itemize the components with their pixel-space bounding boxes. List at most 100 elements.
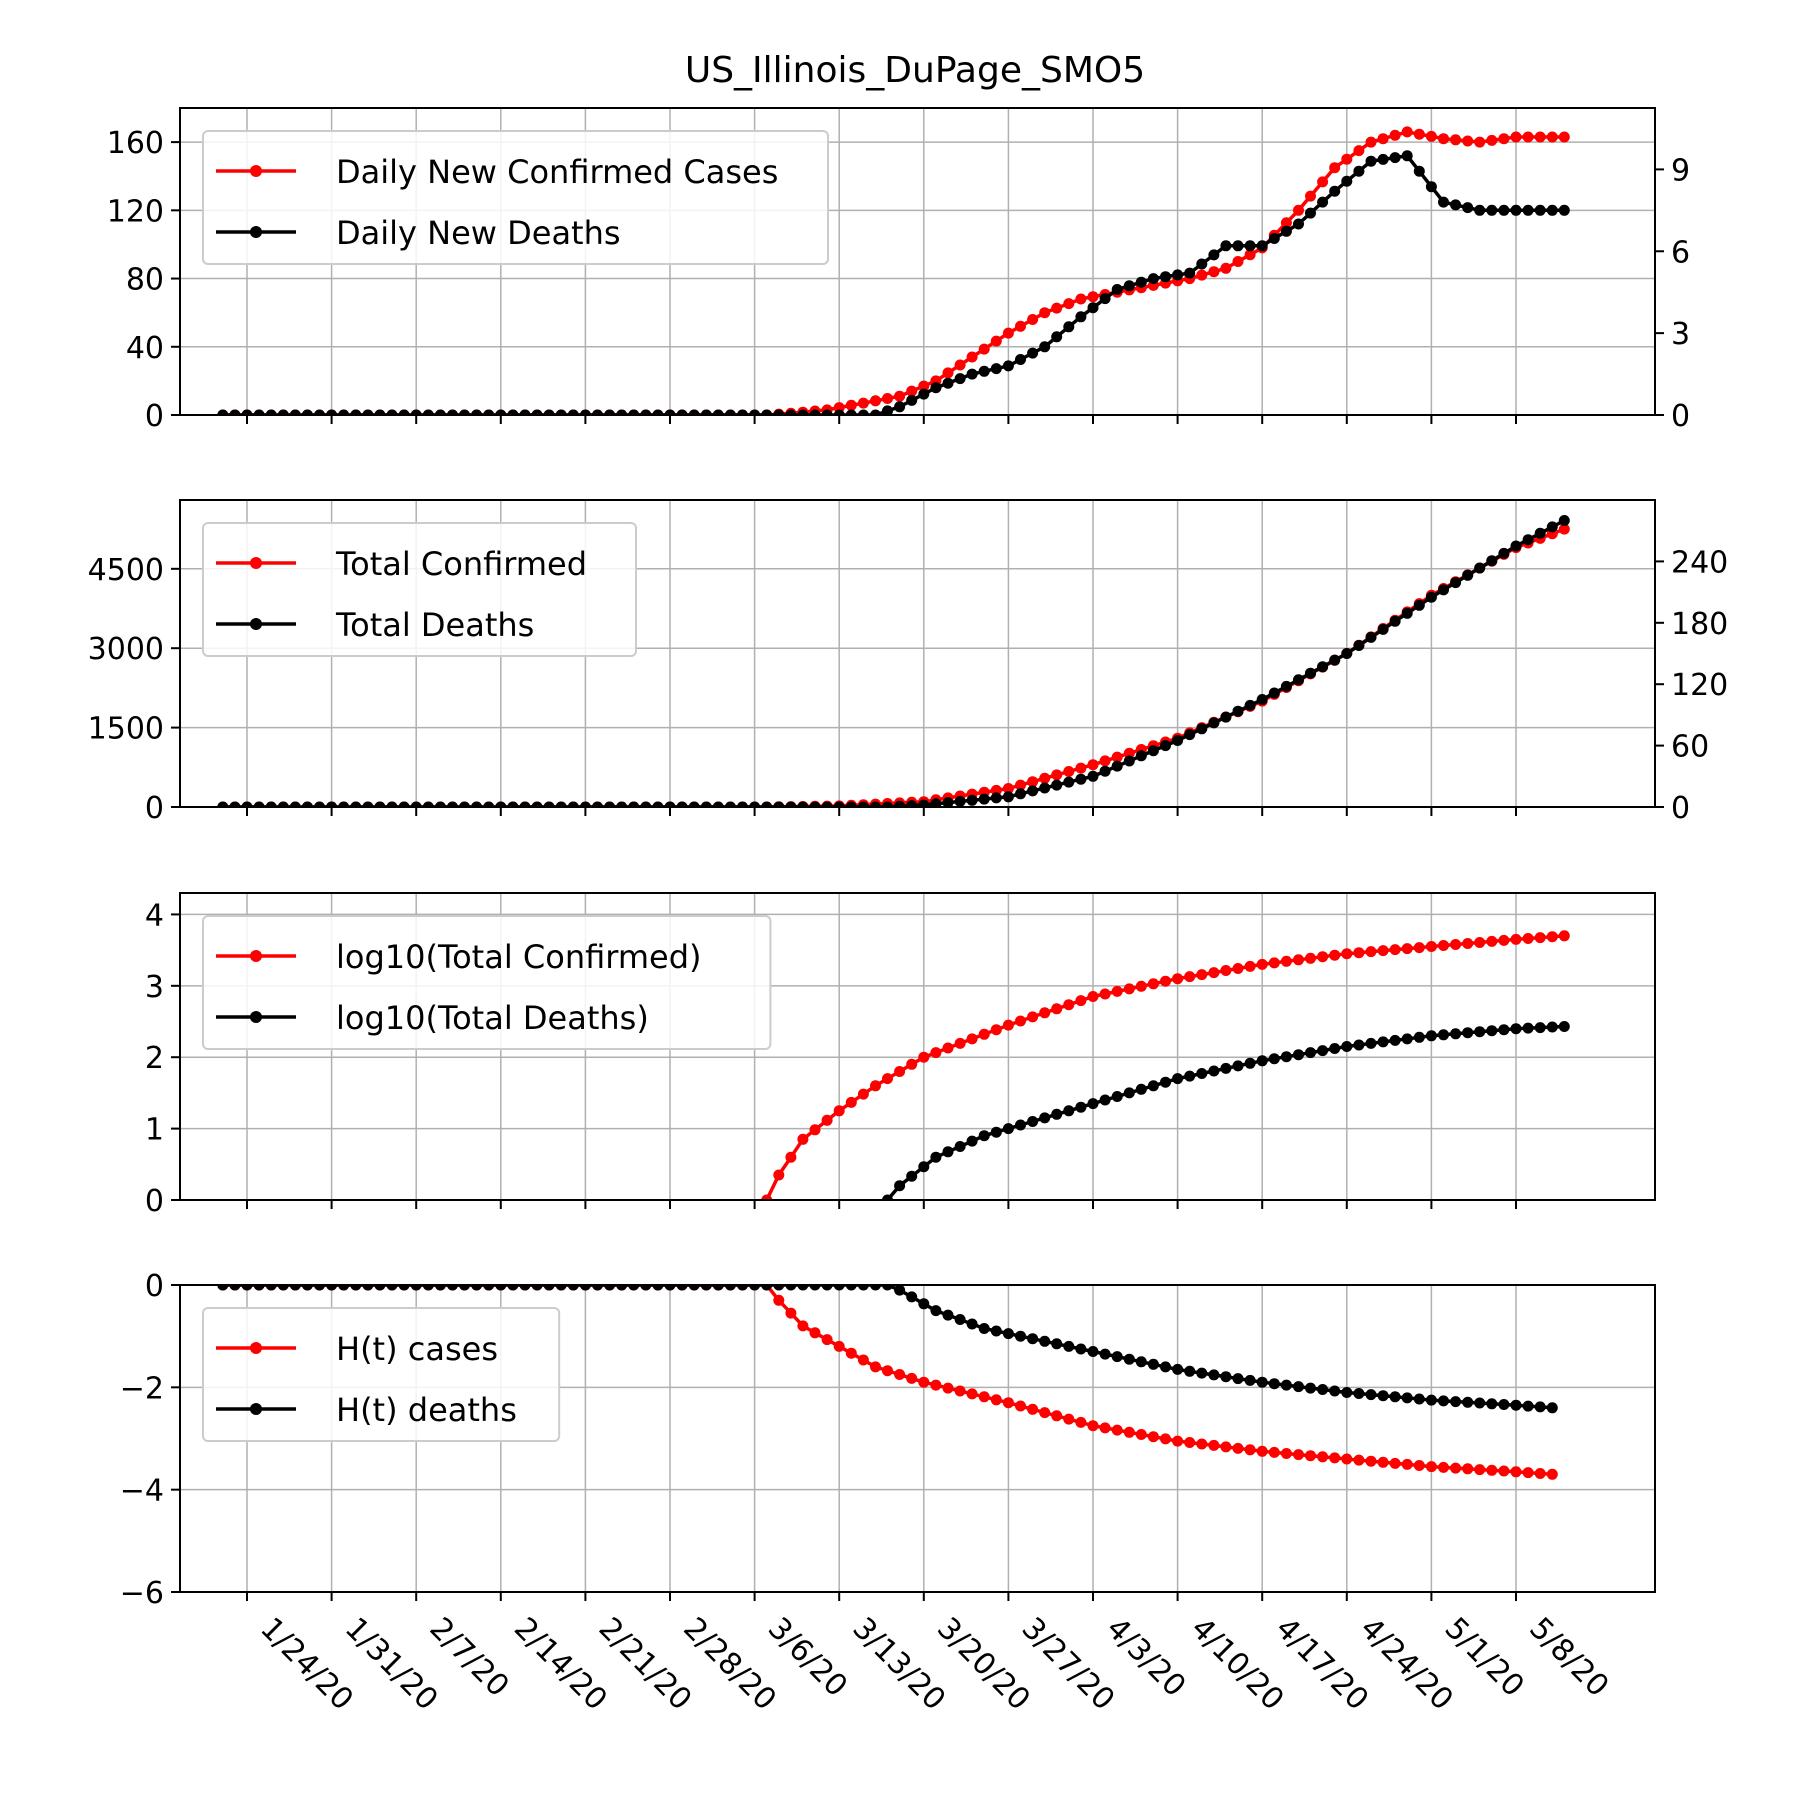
data-point: [1002, 791, 1014, 803]
data-point: [579, 1285, 591, 1291]
y-tick-label: −4: [120, 1474, 164, 1509]
data-point: [688, 801, 700, 807]
data-point: [265, 409, 277, 415]
data-point: [894, 1285, 906, 1296]
data-point: [447, 409, 458, 415]
data-point: [434, 801, 446, 807]
data-point: [1401, 150, 1413, 162]
data-point: [483, 801, 495, 807]
data-point: [1039, 341, 1051, 353]
data-point: [628, 409, 640, 415]
data-point: [1015, 320, 1026, 332]
data-point: [990, 1325, 1002, 1337]
data-point: [1546, 931, 1558, 943]
data-point: [954, 1141, 966, 1152]
data-point: [1425, 591, 1437, 603]
data-point: [954, 1037, 966, 1049]
data-point: [845, 409, 857, 415]
data-point: [374, 409, 386, 415]
data-point: [1317, 1451, 1329, 1463]
data-point: [592, 409, 603, 415]
data-point: [326, 801, 338, 807]
data-point: [1462, 569, 1474, 581]
data-point: [1486, 1464, 1498, 1476]
data-point: [1329, 185, 1341, 197]
data-point: [519, 1285, 531, 1291]
data-point: [1413, 1031, 1425, 1043]
data-point: [1341, 948, 1353, 960]
data-point: [845, 1347, 857, 1359]
data-point: [1534, 204, 1546, 216]
data-point: [241, 801, 253, 807]
data-point: [870, 1361, 881, 1373]
data-point: [1438, 196, 1449, 208]
data-point: [616, 409, 628, 415]
data-point: [314, 1285, 325, 1291]
data-point: [628, 1285, 640, 1291]
x-tick-label: 2/14/20: [507, 1611, 614, 1718]
data-point: [1184, 1365, 1196, 1377]
data-point: [1377, 133, 1389, 145]
data-point: [1172, 1363, 1184, 1375]
data-point: [749, 801, 761, 807]
data-point: [918, 380, 930, 392]
data-point: [1329, 162, 1341, 174]
data-point: [688, 1285, 700, 1291]
data-point: [277, 801, 289, 807]
data-point: [821, 1334, 833, 1346]
data-point: [362, 409, 374, 415]
data-point: [1208, 266, 1220, 278]
data-point: [1425, 1461, 1437, 1473]
data-point: [894, 800, 906, 807]
data-point: [990, 1394, 1002, 1406]
data-point: [410, 801, 422, 807]
data-point: [1256, 1055, 1268, 1067]
legend-swatch-marker: [250, 950, 262, 962]
data-point: [1232, 256, 1244, 267]
chart-panel-totals: 0 1500 3000 4500 0 60 120 180 240 Total Confirmed…: [88, 499, 1728, 826]
data-point: [1172, 1435, 1184, 1447]
data-point: [301, 1285, 313, 1291]
y-tick-label: 0: [145, 399, 164, 434]
data-point: [942, 1309, 954, 1321]
data-point: [966, 351, 978, 363]
data-point: [1305, 190, 1316, 202]
data-point: [1039, 782, 1051, 794]
data-point: [857, 1088, 869, 1100]
y-tick-label: 0: [145, 1269, 164, 1304]
data-point: [1522, 534, 1534, 546]
data-point: [1462, 135, 1474, 147]
data-point: [592, 801, 603, 807]
data-point: [1510, 1466, 1522, 1478]
data-point: [1087, 759, 1099, 771]
data-point: [1196, 723, 1208, 735]
y-tick-label: 160: [107, 126, 164, 161]
data-point: [1268, 1378, 1280, 1390]
data-point: [567, 1285, 579, 1291]
data-point: [809, 1285, 821, 1291]
data-point: [1413, 1460, 1425, 1471]
data-point: [555, 409, 567, 415]
data-point: [1244, 1374, 1256, 1386]
data-point: [1498, 934, 1510, 946]
x-tick-label: 2/28/20: [676, 1611, 783, 1718]
data-point: [882, 1365, 893, 1377]
data-point: [1510, 1023, 1522, 1035]
data-point: [410, 409, 422, 415]
data-point: [1220, 965, 1232, 976]
data-point: [483, 409, 495, 415]
data-point: [1389, 944, 1401, 956]
data-point: [1075, 773, 1087, 785]
data-point: [845, 1096, 857, 1108]
data-point: [434, 409, 446, 415]
data-point: [1377, 945, 1389, 957]
data-point: [640, 801, 652, 807]
data-point: [1317, 661, 1329, 673]
data-point: [1534, 131, 1546, 143]
data-point: [1365, 631, 1377, 643]
data-point: [217, 1285, 229, 1291]
data-point: [1087, 1346, 1099, 1357]
data-point: [1486, 1398, 1498, 1410]
data-point: [338, 409, 350, 415]
data-point: [1510, 933, 1522, 945]
